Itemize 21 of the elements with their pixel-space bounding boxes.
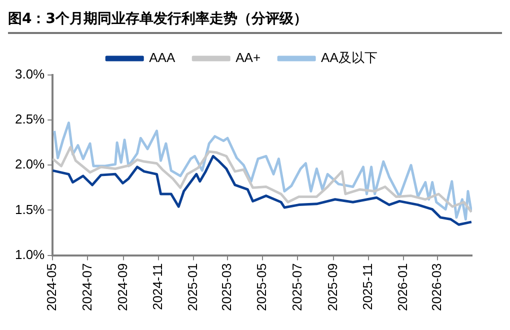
x-tick-label: 2024-09 bbox=[114, 263, 130, 312]
y-tick-label: 1.5% bbox=[14, 202, 46, 217]
x-tick-label: 2025-07 bbox=[289, 263, 304, 312]
legend-label: AA+ bbox=[236, 50, 261, 66]
x-tick-label: 2026-03 bbox=[429, 263, 444, 312]
y-tick-label: 3.0% bbox=[14, 66, 46, 82]
y-tick-label: 2.0% bbox=[14, 156, 46, 172]
x-tick-label: 2025-11 bbox=[360, 263, 376, 310]
x-tick-label: 2024-11 bbox=[150, 263, 166, 310]
chart-title: 图4：3个月期同业存单发行利率走势（分评级） bbox=[8, 8, 502, 34]
x-tick-label: 2025-03 bbox=[219, 263, 234, 312]
legend-label: AA及以下 bbox=[321, 50, 378, 66]
y-tick-label: 2.5% bbox=[14, 112, 46, 127]
x-tick-label: 2025-09 bbox=[324, 263, 340, 312]
x-tick-label: 2025-01 bbox=[185, 263, 200, 312]
y-tick-label: 1.0% bbox=[14, 246, 46, 262]
legend-label: AAA bbox=[149, 50, 176, 66]
x-tick-label: 2026-01 bbox=[395, 263, 410, 312]
x-tick-label: 2025-05 bbox=[254, 263, 270, 312]
x-tick-label: 2024-07 bbox=[79, 263, 94, 312]
x-tick-label: 2024-05 bbox=[44, 263, 60, 312]
